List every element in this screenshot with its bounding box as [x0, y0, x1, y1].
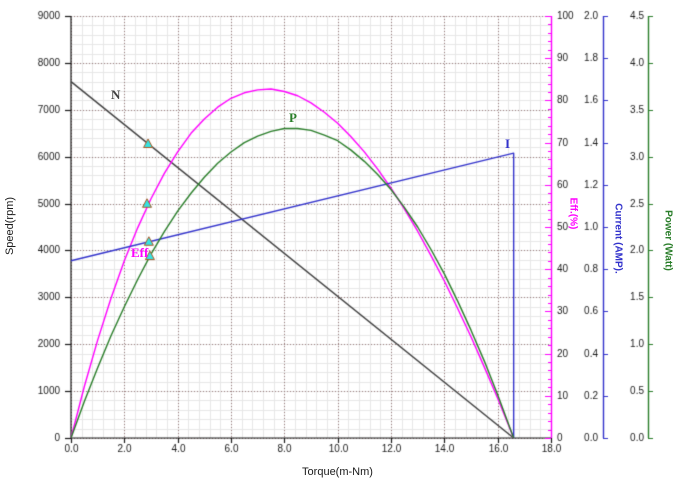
- eff-axis-title: Eff.(%): [567, 197, 579, 230]
- eff-curve-label: Eff: [131, 245, 149, 260]
- speed-axis-title: Speed(rpm): [4, 196, 16, 256]
- speed-curve-label: N: [111, 87, 121, 102]
- power-axis-title: Power (Watt): [662, 210, 674, 271]
- current-axis-title: Current (AMP).: [612, 203, 624, 274]
- torque-axis-title: Torque(m-Nm): [302, 466, 373, 478]
- power-curve-label: P: [289, 110, 297, 125]
- current-curve-label: I: [505, 136, 511, 151]
